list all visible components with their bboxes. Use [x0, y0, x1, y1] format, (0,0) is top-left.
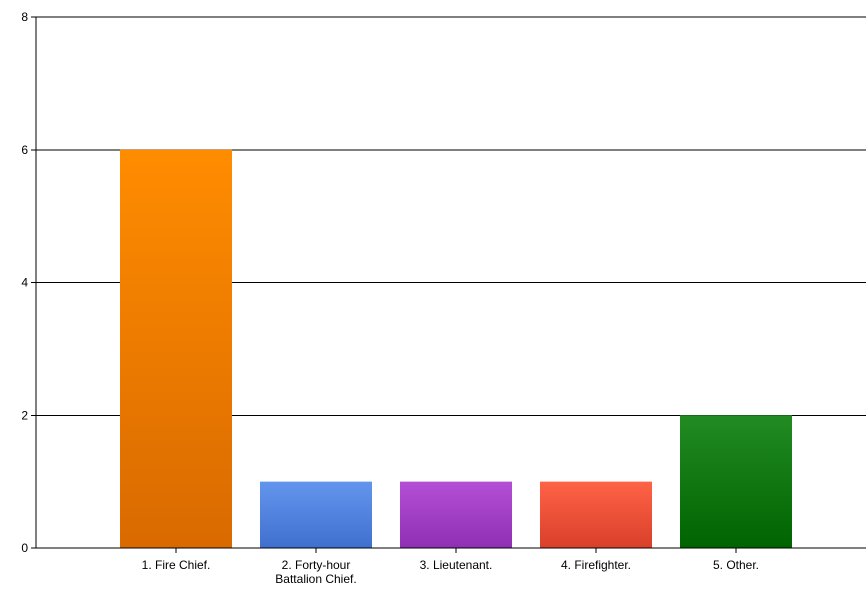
bar-2 [260, 482, 372, 548]
y-tick-label: 2 [21, 408, 28, 422]
x-tick-label: 4. Firefighter. [561, 558, 631, 572]
x-tick-label: 3. Lieutenant. [420, 558, 493, 572]
bar-3 [400, 482, 512, 548]
y-tick-label: 8 [21, 10, 28, 24]
x-tick-label: 1. Fire Chief. [142, 558, 211, 572]
y-tick-label: 4 [21, 276, 28, 290]
y-tick-label: 0 [21, 541, 28, 555]
y-tick-label: 6 [21, 143, 28, 157]
x-tick-label: 5. Other. [713, 558, 759, 572]
bar-5 [680, 415, 792, 548]
bar-4 [540, 482, 652, 548]
bars [120, 150, 792, 548]
x-tick-label: 2. Forty-hour Battalion Chief. [275, 558, 356, 586]
bar-1 [120, 150, 232, 548]
